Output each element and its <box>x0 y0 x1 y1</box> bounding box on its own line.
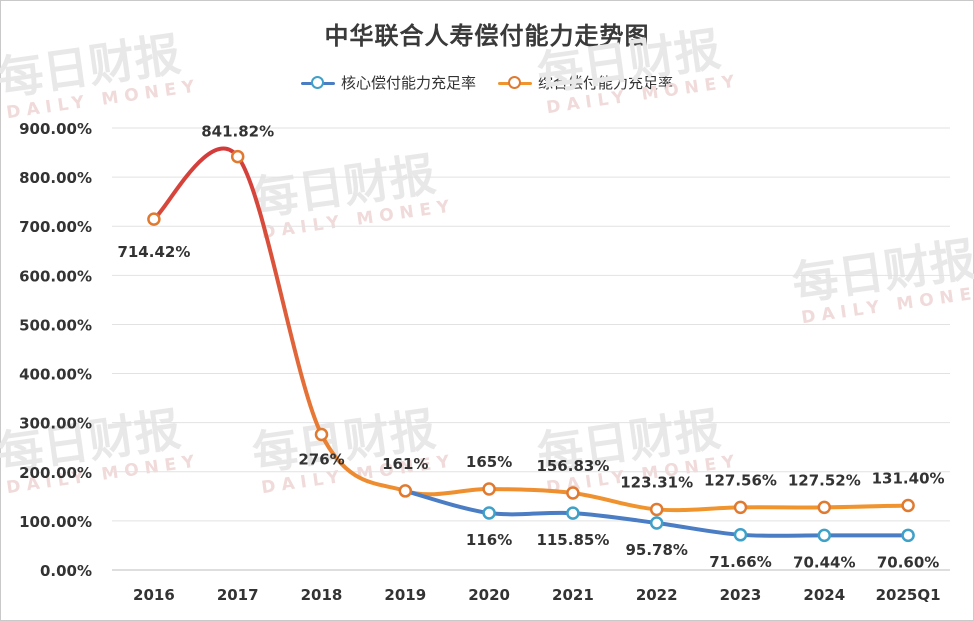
series-marker <box>482 506 496 520</box>
legend-item-core: 核心偿付能力充足率 <box>300 72 476 93</box>
series-marker <box>482 482 496 496</box>
series-marker <box>147 212 161 226</box>
series-marker <box>901 528 915 543</box>
series-marker <box>566 506 580 520</box>
y-tick-label: 900.00% <box>19 120 92 138</box>
x-tick-label: 2018 <box>301 586 343 604</box>
y-tick-label: 100.00% <box>19 513 92 531</box>
x-axis-ticks: 2016 2017 2018 2019 2020 2021 2022 2023 2024 2025… <box>133 586 941 604</box>
series-marker <box>314 427 329 442</box>
legend-swatch-core <box>300 75 335 90</box>
x-tick-label: 2025Q1 <box>876 586 941 604</box>
data-label: 161% <box>382 455 428 473</box>
y-tick-label: 0.00% <box>40 562 92 580</box>
series-marker <box>566 486 580 500</box>
x-tick-label: 2021 <box>552 586 594 604</box>
x-tick-label: 2020 <box>468 586 510 604</box>
y-tick-label: 200.00% <box>19 464 92 482</box>
data-label: 165% <box>466 453 512 471</box>
series-marker <box>817 528 832 543</box>
y-tick-label: 600.00% <box>19 267 92 285</box>
series-marker <box>817 500 832 515</box>
data-label: 127.56% <box>704 471 777 489</box>
series-markers <box>147 149 915 543</box>
data-label: 71.66% <box>709 553 771 571</box>
series-marker <box>649 502 664 517</box>
x-tick-label: 2019 <box>384 586 426 604</box>
series-marker <box>733 500 748 515</box>
data-label: 841.82% <box>201 123 274 141</box>
x-tick-label: 2022 <box>636 586 678 604</box>
data-label: 70.44% <box>793 553 855 571</box>
chart-title: 中华联合人寿偿付能力走势图 <box>324 22 650 50</box>
chart-legend: 核心偿付能力充足率 综合偿付能力充足率 <box>0 72 974 93</box>
legend-label-comprehensive: 综合偿付能力充足率 <box>538 74 674 92</box>
legend-item-comprehensive: 综合偿付能力充足率 <box>498 72 673 93</box>
x-tick-label: 2017 <box>217 586 259 604</box>
data-label: 115.85% <box>536 531 609 549</box>
y-tick-label: 500.00% <box>19 316 92 334</box>
data-label: 123.31% <box>620 473 693 491</box>
data-label: 131.40% <box>872 469 945 487</box>
data-label: 127.52% <box>788 471 861 489</box>
data-labels: 714.42% 841.82% 276% 161% 165% 156.83% 123.31%… <box>117 123 944 572</box>
series-marker <box>230 149 245 164</box>
data-label: 714.42% <box>117 243 190 261</box>
series-marker <box>733 528 748 542</box>
series-marker <box>901 498 915 513</box>
data-label: 70.60% <box>877 553 939 571</box>
data-label: 95.78% <box>625 541 687 559</box>
y-tick-label: 300.00% <box>19 415 92 433</box>
data-label: 116% <box>466 531 512 549</box>
series-marker <box>649 516 664 530</box>
grid-lines <box>112 127 950 571</box>
y-tick-label: 700.00% <box>19 218 92 236</box>
data-label: 276% <box>298 450 344 468</box>
legend-swatch-comprehensive <box>498 75 532 90</box>
y-tick-label: 800.00% <box>19 169 92 187</box>
x-tick-label: 2024 <box>803 586 845 604</box>
x-tick-label: 2023 <box>720 586 762 604</box>
data-label: 156.83% <box>536 457 609 475</box>
y-tick-label: 400.00% <box>19 366 92 384</box>
x-tick-label: 2016 <box>133 586 175 604</box>
legend-label-core: 核心偿付能力充足率 <box>340 74 476 92</box>
y-axis-ticks: 0.00% 100.00% 200.00% 300.00% 400.00% 500.00%… <box>19 120 92 580</box>
series-marker <box>398 484 413 498</box>
